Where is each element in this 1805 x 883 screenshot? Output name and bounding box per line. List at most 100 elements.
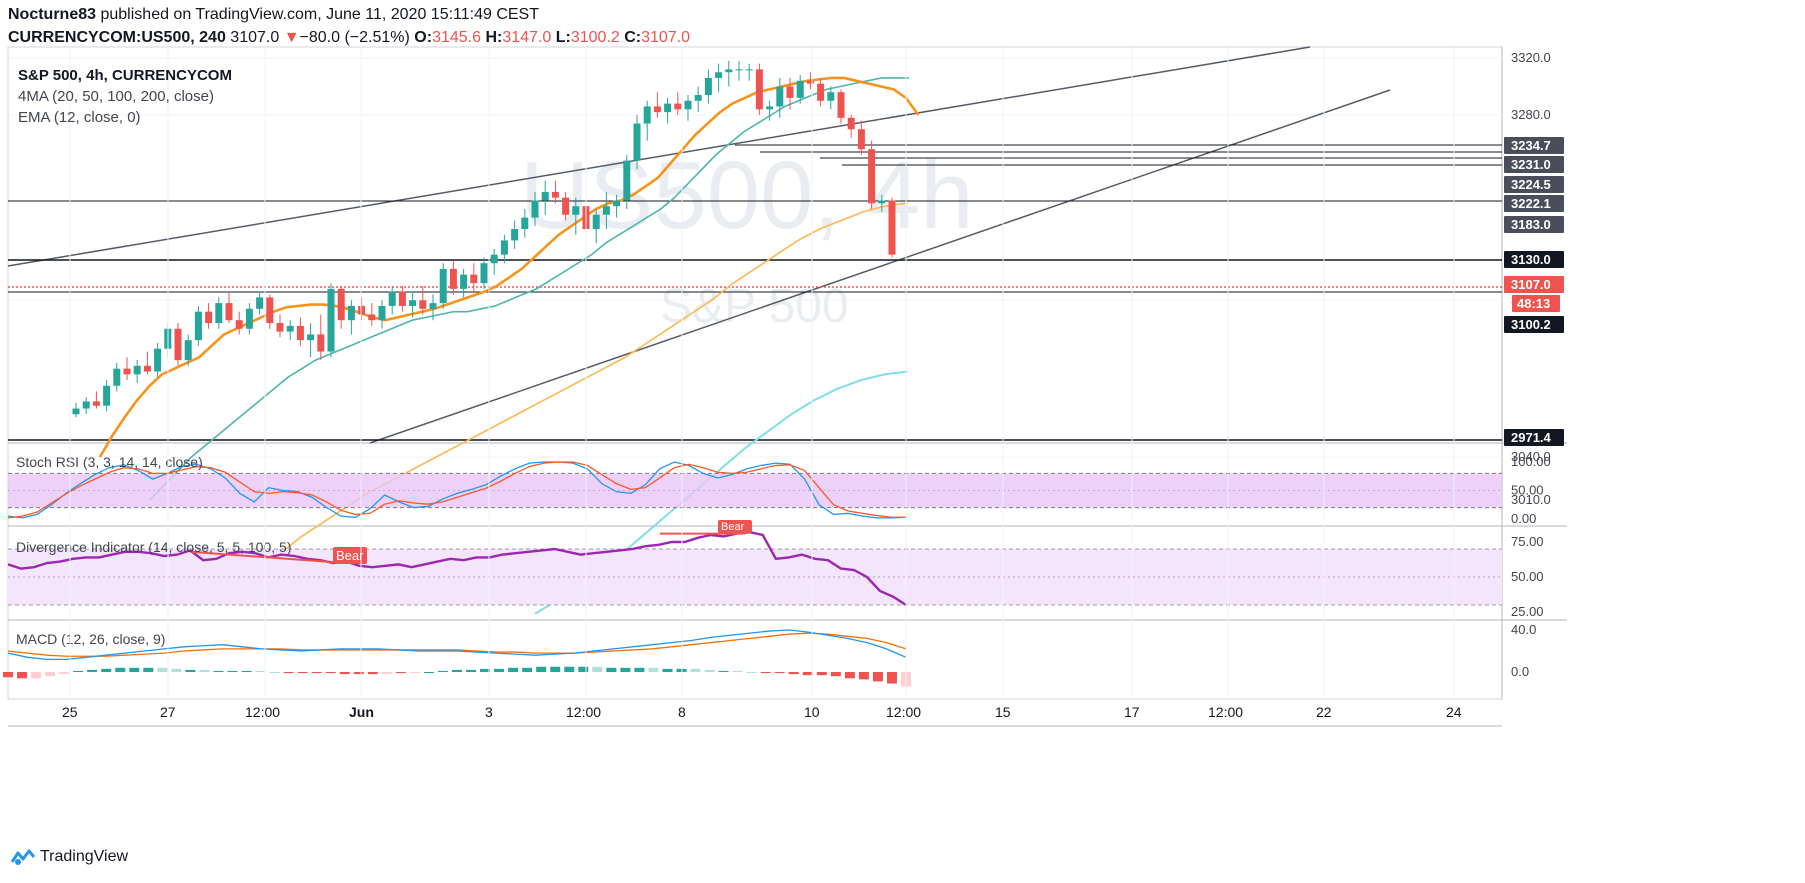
- macd-histogram-bar: [564, 666, 575, 672]
- divergence-line: [7, 530, 907, 607]
- macd-histogram-bar: [620, 667, 631, 672]
- high-value: 3147.0: [502, 29, 552, 46]
- divergence-legend: Divergence Indicator (14, close, 5, 5, 1…: [16, 539, 291, 555]
- candle-body: [490, 254, 498, 264]
- macd-histogram-bar: [143, 667, 154, 672]
- author-name[interactable]: Nocturne83: [8, 6, 97, 23]
- price-level-label: 3183.0: [1511, 217, 1551, 232]
- candle-body: [755, 69, 763, 110]
- close-label: C:: [624, 29, 642, 46]
- ema12-line: [98, 76, 920, 458]
- time-tick-label: 12:00: [886, 704, 921, 720]
- watermark-symbol: US500, 4h: [520, 142, 974, 249]
- stoch-rsi-legend: Stoch RSI (3, 3, 14, 14, close): [16, 454, 203, 470]
- macd-histogram-bar: [634, 667, 645, 672]
- candle-body: [684, 100, 692, 110]
- candle-body: [113, 368, 121, 386]
- macd-histogram-bar: [269, 672, 280, 673]
- bear-divergence-line-1: [189, 550, 346, 564]
- candle-body: [103, 385, 111, 406]
- macd-histogram-bar: [115, 667, 126, 672]
- macd-histogram-bar: [802, 672, 813, 676]
- bear-badge: [333, 547, 367, 564]
- macd-histogram-bar: [508, 667, 519, 672]
- macd-histogram-bar: [466, 669, 477, 672]
- candle-body: [796, 80, 804, 98]
- candle-body: [225, 303, 233, 321]
- macd-histogram-bar: [592, 666, 603, 672]
- macd-histogram-bar: [844, 672, 855, 679]
- low-value: 3100.2: [570, 29, 620, 46]
- candle-body: [888, 200, 896, 255]
- macd-histogram-bar: [886, 672, 897, 684]
- price-level-label: 3231.0: [1511, 157, 1551, 172]
- candle-body: [623, 160, 631, 201]
- macd-histogram-bar: [227, 670, 238, 672]
- macd-histogram-bar: [171, 668, 182, 672]
- macd-histogram-bar: [297, 672, 308, 674]
- upper-trendline: [7, 46, 1311, 267]
- macd-tick-label: 40.0: [1511, 622, 1536, 637]
- macd-histogram-bar: [550, 666, 561, 672]
- candle-body: [154, 348, 162, 372]
- macd-histogram-bar: [367, 672, 378, 675]
- price-label-bg: [1504, 195, 1564, 212]
- stoch-tick-label: 100.00: [1511, 454, 1551, 469]
- price-level-label: 3107.0: [1511, 277, 1551, 292]
- candle-body: [817, 83, 825, 101]
- chart-legend-title[interactable]: S&P 500, 4h, CURRENCYCOM: [18, 67, 232, 84]
- candle-body: [82, 401, 90, 409]
- macd-histogram-bar: [17, 672, 28, 679]
- macd-histogram-bar: [199, 669, 210, 672]
- macd-histogram-bar: [409, 672, 420, 674]
- candle-body: [592, 214, 600, 229]
- candle-body: [857, 129, 865, 150]
- price-tick-label: 3280.0: [1511, 107, 1551, 122]
- macd-histogram-bar: [494, 668, 505, 672]
- candle-body: [480, 263, 488, 284]
- macd-histogram-bar: [353, 672, 364, 675]
- candle-body: [133, 365, 141, 375]
- divergence-tick-label: 50.00: [1511, 569, 1544, 584]
- macd-histogram-bar: [830, 672, 841, 677]
- macd-histogram-bar: [157, 667, 168, 672]
- ma20-line: [149, 77, 909, 501]
- macd-histogram-bar: [3, 672, 13, 678]
- candle-body: [541, 191, 549, 201]
- time-tick-label: 3: [485, 704, 493, 720]
- candle-body: [143, 365, 151, 372]
- candle-body: [847, 117, 855, 130]
- macd-histogram-bar: [87, 669, 98, 672]
- macd-histogram-bar: [452, 669, 462, 672]
- candle-body: [878, 200, 886, 204]
- time-tick-label: 27: [160, 704, 176, 720]
- macd-line: [7, 629, 907, 661]
- candle-body: [664, 103, 672, 113]
- divergence-tick-label: 25.00: [1511, 604, 1544, 619]
- price-label-bg: [1504, 216, 1564, 233]
- price-level-label: 2971.4: [1511, 430, 1552, 445]
- macd-histogram-bar: [395, 672, 406, 674]
- candle-body: [378, 305, 386, 321]
- bear-label: Bear: [336, 548, 364, 563]
- macd-histogram-bar: [788, 672, 799, 675]
- price-level-label: 3222.1: [1511, 196, 1551, 211]
- tradingview-branding[interactable]: TradingView: [10, 848, 128, 866]
- symbol-name: CURRENCYCOM:US500, 240: [8, 29, 226, 46]
- price-tick-label: 3040.0: [1511, 449, 1551, 464]
- stoch-tick-label: 50.00: [1511, 483, 1544, 498]
- macd-histogram-bar: [718, 670, 729, 672]
- ma-legend[interactable]: 4MA (20, 50, 100, 200, close): [18, 88, 214, 105]
- candle-body: [439, 268, 447, 304]
- macd-histogram-bar: [760, 672, 771, 674]
- last-price: 3107.0: [230, 29, 280, 46]
- macd-histogram-bar: [241, 670, 252, 672]
- brand-name: TradingView: [40, 848, 129, 865]
- ema-legend[interactable]: EMA (12, close, 0): [18, 109, 141, 126]
- price-label-bg: [1504, 429, 1564, 446]
- candle-body: [460, 274, 468, 289]
- macd-signal-line: [7, 632, 907, 657]
- candle-body: [327, 288, 335, 352]
- macd-histogram-bar: [255, 670, 266, 672]
